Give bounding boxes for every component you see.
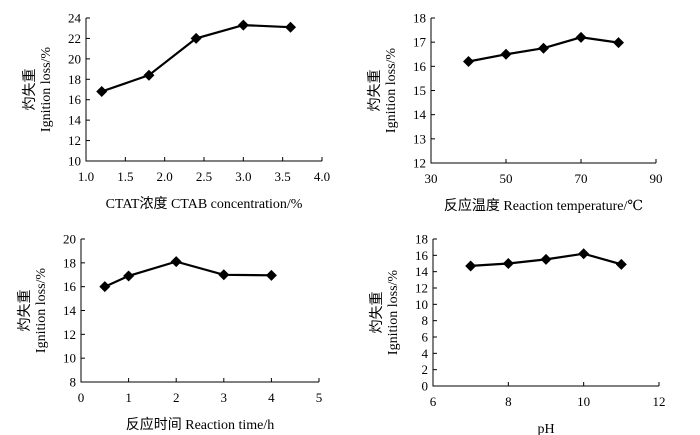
- y-tick-label: 12: [413, 156, 426, 171]
- x-tick-label: 1: [125, 390, 132, 405]
- y-tick-label: 2: [422, 362, 429, 377]
- x-axis-label: 反应温度 Reaction temperature/℃: [444, 197, 643, 214]
- y-tick-label: 24: [68, 11, 82, 26]
- y-tick-label: 18: [413, 11, 426, 26]
- y-tick-label: 16: [415, 248, 429, 263]
- y-axis-label-en: Ignition loss/%: [386, 270, 401, 356]
- y-axis-label-zh: 灼失重: [22, 69, 38, 111]
- y-tick-label: 16: [63, 279, 77, 294]
- x-tick-label: 4.0: [314, 169, 330, 184]
- x-tick-label: 30: [425, 171, 438, 186]
- data-point: [96, 86, 108, 98]
- x-axis-label: pH: [537, 422, 554, 435]
- x-tick-label: 4: [268, 390, 275, 405]
- data-point: [465, 260, 477, 272]
- x-tick-label: 2.5: [196, 169, 212, 184]
- y-tick-label: 14: [413, 107, 427, 122]
- y-tick-label: 16: [413, 59, 427, 74]
- data-point: [143, 69, 155, 81]
- x-tick-label: 2.0: [157, 169, 173, 184]
- x-tick-label: 5: [316, 390, 323, 405]
- y-tick-label: 20: [63, 232, 76, 247]
- axis-lines: [85, 18, 322, 162]
- y-tick-label: 10: [63, 351, 76, 366]
- y-tick-label: 10: [415, 297, 428, 312]
- y-tick-label: 20: [68, 51, 81, 66]
- y-tick-label: 12: [68, 133, 81, 148]
- x-tick-label: 3.0: [235, 169, 251, 184]
- data-point: [285, 21, 297, 33]
- axis-lines: [80, 239, 319, 383]
- x-tick-label: 2: [173, 390, 180, 405]
- y-tick-label: 16: [68, 92, 82, 107]
- y-tick-label: 8: [422, 313, 429, 328]
- y-tick-label: 6: [422, 330, 429, 345]
- data-point: [190, 32, 202, 44]
- data-point: [99, 281, 111, 293]
- y-tick-label: 8: [70, 375, 77, 390]
- data-point: [500, 48, 512, 60]
- data-point: [237, 19, 249, 31]
- data-point: [538, 42, 549, 54]
- axis-lines: [430, 18, 656, 164]
- x-tick-label: 1.5: [117, 169, 133, 184]
- y-tick-label: 10: [68, 154, 81, 169]
- x-tick-label: 3.5: [275, 169, 291, 184]
- x-tick-label: 12: [653, 394, 666, 409]
- x-tick-label: 1.0: [78, 169, 94, 184]
- y-tick-label: 13: [413, 131, 426, 146]
- x-tick-label: 6: [430, 394, 437, 409]
- chart-1: 10 12 14 16 18 20 22 24 1.0 1.5 2.0 2.5 3.0 3.5 4.0 CTA…: [22, 11, 330, 213]
- y-tick-label: 18: [68, 72, 81, 87]
- data-point: [123, 270, 135, 282]
- y-axis-label-zh: 灼失重: [369, 292, 385, 334]
- x-tick-label: 8: [505, 394, 512, 409]
- data-point: [218, 269, 230, 281]
- y-tick-label: 15: [413, 83, 426, 98]
- data-point: [170, 256, 182, 268]
- y-axis-label-en: Ignition loss/%: [384, 48, 399, 134]
- data-point: [613, 37, 624, 49]
- data-point: [540, 253, 552, 265]
- y-tick-label: 17: [413, 35, 427, 50]
- data-point: [265, 269, 277, 281]
- y-tick-label: 12: [415, 281, 428, 296]
- y-axis-label-zh: 灼失重: [367, 70, 383, 112]
- y-tick-label: 14: [63, 303, 77, 318]
- x-tick-label: 10: [577, 394, 590, 409]
- data-point: [463, 56, 474, 67]
- x-tick-label: 0: [78, 390, 85, 405]
- y-axis-label-en: Ignition loss/%: [39, 47, 54, 133]
- data-point: [578, 248, 590, 260]
- x-axis-label: 反应时间 Reaction time/h: [126, 416, 275, 433]
- y-tick-label: 14: [68, 113, 82, 128]
- y-tick-label: 22: [68, 31, 81, 46]
- chart-2: 12 13 14 15 16 17 18 30 50 70 90 反应温度 Reaction temp…: [367, 11, 663, 215]
- data-point: [502, 258, 514, 269]
- y-tick-label: 18: [415, 232, 428, 247]
- y-tick-label: 18: [63, 255, 76, 270]
- x-tick-label: 3: [221, 390, 228, 405]
- data-point: [575, 31, 587, 43]
- x-tick-label: 50: [500, 171, 513, 186]
- x-tick-label: 70: [575, 171, 588, 186]
- y-tick-label: 14: [415, 264, 429, 279]
- y-tick-label: 12: [63, 327, 76, 342]
- x-tick-label: 90: [650, 171, 663, 186]
- y-tick-label: 0: [422, 379, 429, 394]
- x-axis-label: CTAT浓度 CTAB concentration/%: [106, 196, 303, 212]
- y-tick-label: 4: [422, 346, 429, 361]
- data-point: [615, 258, 627, 270]
- y-axis-label-zh: 灼失重: [17, 290, 33, 332]
- y-axis-label-en: Ignition loss/%: [34, 268, 49, 354]
